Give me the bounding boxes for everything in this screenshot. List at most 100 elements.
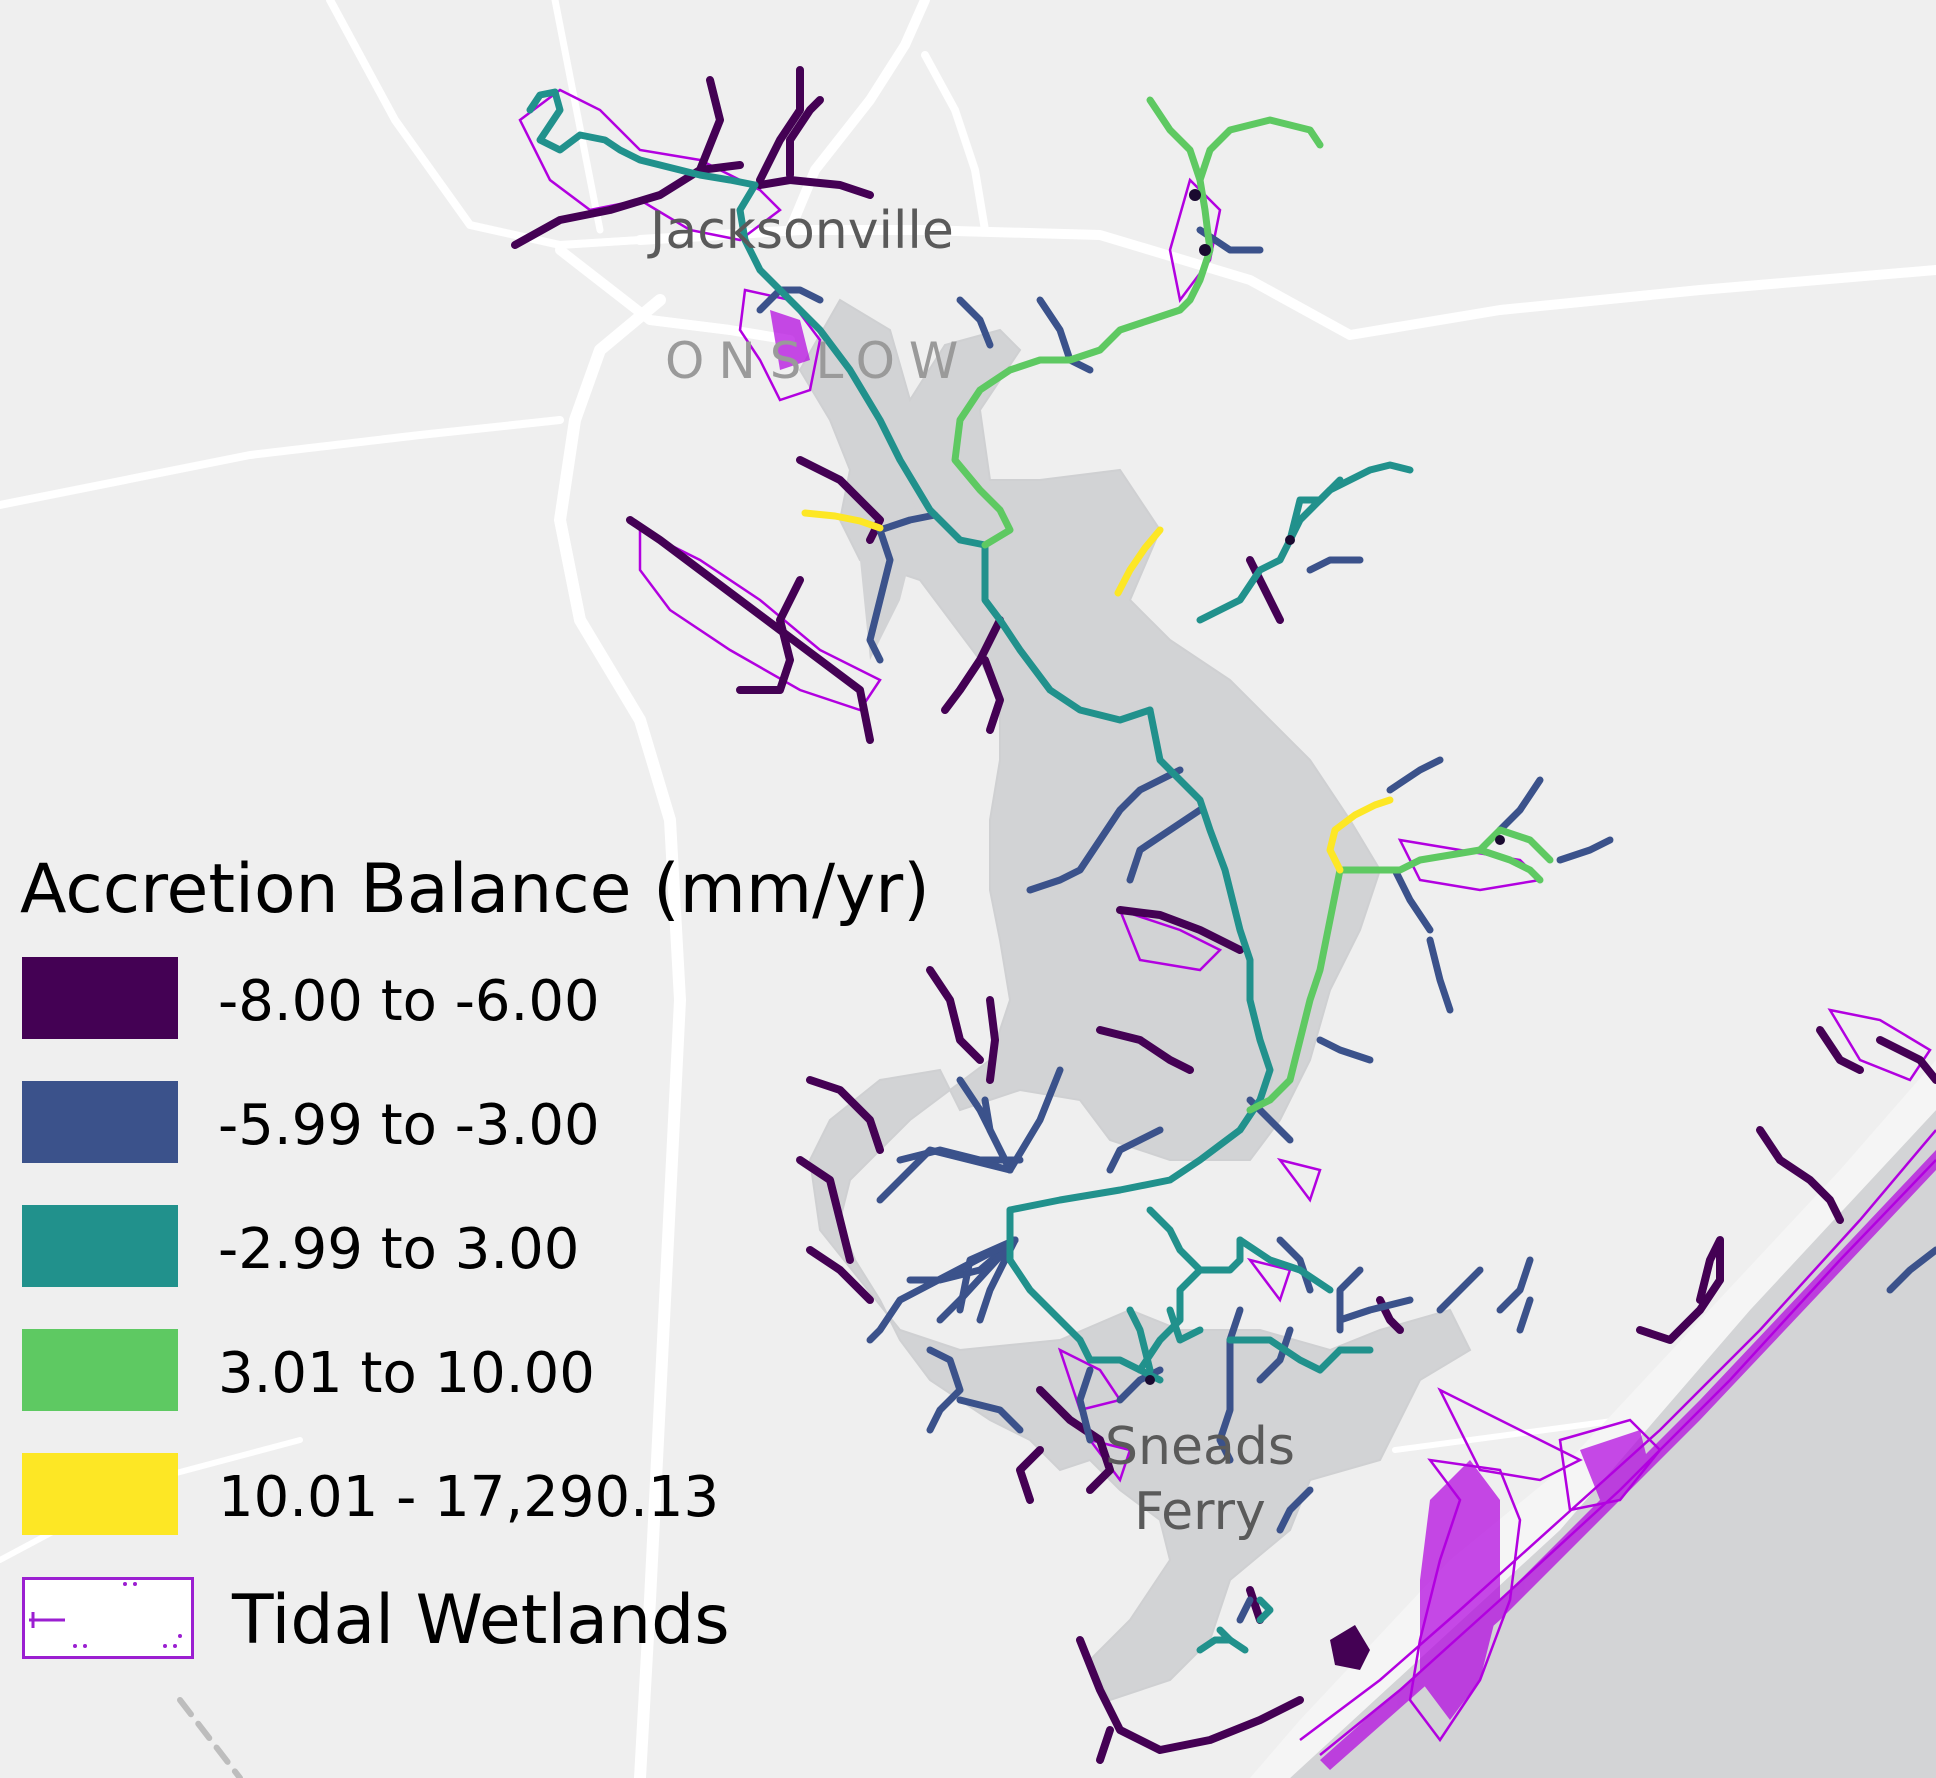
stream-segment <box>511 161 744 249</box>
legend-title: Accretion Balance (mm/yr) <box>20 850 930 929</box>
stream-nodes <box>1145 189 1505 1385</box>
stream-segment <box>981 656 1004 734</box>
legend-swatch <box>22 1081 178 1163</box>
stream-segment <box>1146 1206 1204 1274</box>
stream-segment <box>1236 1236 1334 1294</box>
stream-segment <box>1276 1236 1314 1294</box>
ocean <box>1290 1110 1936 1778</box>
legend-swatch <box>22 1453 178 1535</box>
legend-swatch <box>22 1205 178 1287</box>
road <box>554 294 686 1778</box>
stream-segment <box>1391 866 1434 934</box>
stream-segment <box>1196 461 1414 624</box>
stream-segment <box>926 966 984 1064</box>
stream-segment <box>1476 826 1554 864</box>
stream-segment <box>801 509 884 532</box>
stream-segment <box>1636 1276 1724 1344</box>
stream-segment <box>696 76 724 174</box>
stream-segment <box>1116 906 1244 954</box>
stream-segment <box>1326 796 1394 874</box>
place-label-jacksonville: Jacksonville <box>650 201 954 261</box>
tidal-wetlands-dense <box>770 310 1936 1770</box>
legend-item-class-1: -8.00 to -6.00 <box>22 957 922 1041</box>
road <box>551 0 604 234</box>
stream-segment <box>1136 1266 1204 1374</box>
streams-class-4 <box>951 96 1554 1114</box>
stream-segment <box>756 176 874 199</box>
stream-segment <box>951 176 1214 549</box>
stream-segment <box>1126 1306 1154 1374</box>
streams-class-1 <box>511 66 1936 1764</box>
road <box>177 1697 243 1778</box>
wetland-patch <box>1276 1157 1322 1203</box>
stream-segment <box>796 456 884 544</box>
stream-blob <box>1330 1625 1370 1670</box>
wetland-patch <box>1827 1008 1932 1082</box>
wetland-patch <box>1246 1257 1292 1303</box>
stream-segment <box>876 511 939 534</box>
streams-class-2 <box>756 226 1936 1624</box>
stream-segment <box>1076 1366 1094 1444</box>
legend-item-class-3: -2.99 to 3.00 <box>22 1205 922 1289</box>
stream-segment <box>1496 1256 1534 1314</box>
stream-node <box>1189 189 1201 201</box>
stream-segment <box>1006 1206 1144 1374</box>
stream-segment <box>806 1246 874 1304</box>
stream-segment <box>1036 1386 1114 1494</box>
stream-segment <box>1556 836 1614 864</box>
stream-segment <box>1886 1246 1936 1294</box>
stream-segment <box>1236 1596 1254 1624</box>
legend-label: -5.99 to -3.00 <box>218 1093 600 1158</box>
stream-segment <box>1386 756 1444 794</box>
stream-segment <box>756 286 824 314</box>
stream-segment <box>806 1076 884 1154</box>
legend-label-tidal-wetlands: Tidal Wetlands <box>232 1581 730 1660</box>
stream-segment <box>1256 1596 1274 1624</box>
stream-segment <box>956 1396 1024 1434</box>
legend-item-tidal-wetlands: Tidal Wetlands <box>22 1577 922 1663</box>
legend-label: 10.01 - 17,290.13 <box>218 1465 720 1530</box>
stream-segment <box>786 96 824 179</box>
legend-item-class-5: 10.01 - 17,290.13 <box>22 1453 922 1537</box>
stream-segment <box>736 181 989 549</box>
stream-node <box>1199 244 1211 256</box>
stream-segment <box>1196 1236 1244 1274</box>
road <box>555 245 795 345</box>
legend-label: 3.01 to 10.00 <box>218 1341 595 1406</box>
stream-segment <box>526 88 759 189</box>
stream-segment <box>1076 1636 1304 1754</box>
stream-node <box>1145 1375 1155 1385</box>
legend-label: -2.99 to 3.00 <box>218 1217 580 1282</box>
stream-segment <box>1286 476 1344 544</box>
stream-segment <box>926 1346 964 1434</box>
legend-item-class-2: -5.99 to -3.00 <box>22 1081 922 1165</box>
wetland-patch <box>1168 177 1222 303</box>
streams-class-3 <box>526 88 1414 1654</box>
stream-segment <box>1496 776 1544 834</box>
stream-segment <box>1146 96 1324 184</box>
stream-segment <box>1276 1486 1314 1534</box>
stream-segment <box>956 296 994 349</box>
legend-swatch <box>22 957 178 1039</box>
stream-segment <box>1106 1126 1164 1174</box>
stream-segment <box>1246 866 1344 1114</box>
road <box>1392 1417 1623 1453</box>
stream-segment <box>1096 1726 1114 1764</box>
stream-segment <box>1306 556 1364 574</box>
stream-segment <box>1256 1326 1294 1384</box>
road <box>326 0 644 249</box>
place-label-sneads-ferry: Sneads Ferry <box>1105 1417 1295 1542</box>
road <box>785 0 930 235</box>
stream-segment <box>1516 1296 1534 1334</box>
stream-node <box>1495 835 1505 845</box>
stream-segment <box>981 1096 1014 1174</box>
stream-segment <box>1316 1036 1374 1064</box>
stream-segment <box>796 1156 854 1264</box>
stream-segment <box>941 616 1004 714</box>
stream-segment <box>1126 806 1204 884</box>
stream-segment <box>1246 1586 1264 1624</box>
road <box>921 51 989 234</box>
stream-segment <box>736 576 804 694</box>
